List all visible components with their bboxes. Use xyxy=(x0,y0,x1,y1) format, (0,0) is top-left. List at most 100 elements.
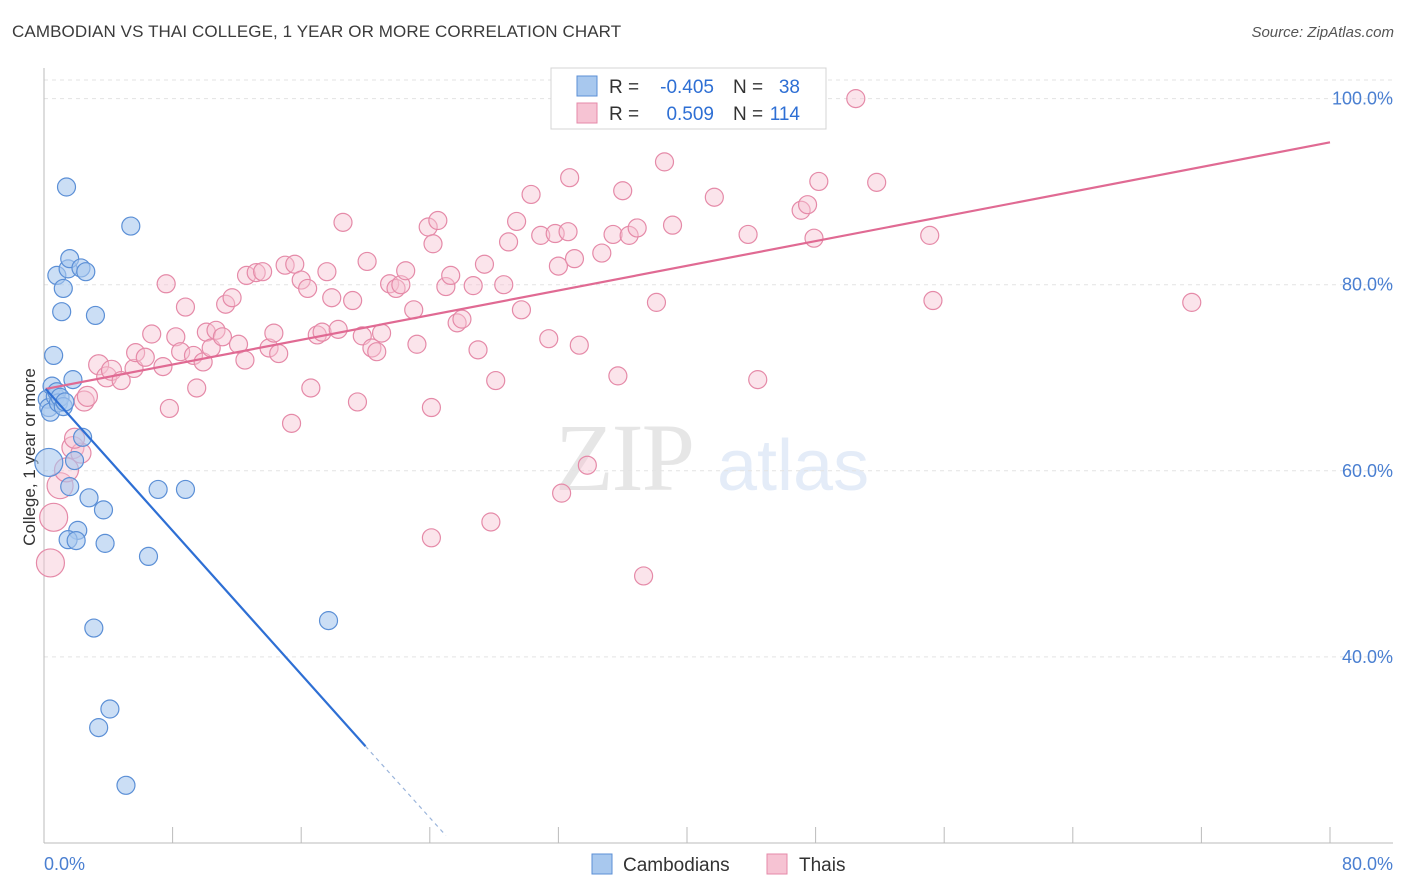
thais-point xyxy=(246,263,266,283)
thais-point xyxy=(35,548,66,578)
cambodians-point xyxy=(56,177,77,197)
thais-point xyxy=(474,254,495,274)
watermark-zip: ZIP xyxy=(555,404,693,511)
legend-r-label-2: R = xyxy=(609,104,639,125)
thais-point xyxy=(156,274,176,294)
y-tick-labels: 40.0% 60.0% 80.0% 100.0% xyxy=(1332,89,1393,667)
thais-point xyxy=(396,261,416,281)
thais-point xyxy=(175,297,196,317)
x-tick-label-max: 80.0% xyxy=(1342,854,1393,874)
thais-point xyxy=(367,342,387,362)
thais-point xyxy=(39,502,69,532)
thais-point xyxy=(521,184,541,205)
cambodians-point xyxy=(93,500,114,520)
cambodians-point xyxy=(52,302,72,322)
thais-point xyxy=(867,172,887,192)
cambodians-point xyxy=(318,611,339,631)
thais-point xyxy=(654,152,675,172)
legend-r-value-2: 0.509 xyxy=(666,104,714,125)
thais-point xyxy=(539,329,559,349)
thais-point xyxy=(846,89,866,109)
cambodians-point xyxy=(72,427,93,447)
thais-point xyxy=(797,195,818,215)
thais-point xyxy=(548,256,569,276)
thais-point xyxy=(264,323,284,343)
thais-point xyxy=(804,228,824,248)
thais-point xyxy=(171,342,191,362)
thais-point xyxy=(407,334,427,354)
y-tick-label-80: 80.0% xyxy=(1342,275,1393,295)
cambodians-point xyxy=(148,479,168,500)
thais-point xyxy=(333,212,353,232)
thais-point xyxy=(269,343,289,364)
chart-title: CAMBODIAN VS THAI COLLEGE, 1 YEAR OR MOR… xyxy=(12,22,622,41)
y-tick-label-100: 100.0% xyxy=(1332,89,1393,109)
thais-point xyxy=(494,275,514,295)
thais-point xyxy=(498,232,519,252)
thais-point xyxy=(421,397,442,418)
thais-point xyxy=(468,340,488,360)
trend-lines xyxy=(44,141,1331,836)
thais-point xyxy=(486,370,506,391)
thais-point xyxy=(577,455,597,475)
thais-point xyxy=(531,225,551,245)
thais-point xyxy=(343,290,363,311)
thais-point xyxy=(560,168,580,188)
thais-point xyxy=(235,350,255,370)
thais-point xyxy=(662,215,683,235)
cambodians-point xyxy=(60,477,80,497)
thais-point xyxy=(613,181,633,201)
thais-point xyxy=(809,171,829,192)
thais-point xyxy=(159,398,179,419)
cambodians-point xyxy=(53,278,73,299)
x-tick-label-min: 0.0% xyxy=(44,854,85,874)
thais-point xyxy=(135,347,155,367)
legend-n-value-1: 38 xyxy=(779,77,800,98)
x-ticks xyxy=(43,827,1331,843)
cambodians-point xyxy=(79,488,99,508)
thais-point xyxy=(421,528,442,548)
thais-point xyxy=(88,354,110,376)
thais-point xyxy=(281,413,302,433)
watermark: ZIP atlas xyxy=(555,404,869,511)
thais-point xyxy=(423,234,443,254)
thais-point xyxy=(552,483,572,503)
thais-point xyxy=(463,276,483,296)
thais-point xyxy=(428,210,448,231)
thais-point xyxy=(627,218,647,238)
cambodians-point xyxy=(138,546,159,567)
legend-r-label-1: R = xyxy=(609,77,639,98)
legend-r-value-1: -0.405 xyxy=(660,77,714,98)
thais-point xyxy=(569,335,589,355)
bottom-legend-label-cambodians: Cambodians xyxy=(623,855,730,876)
thais-point xyxy=(76,385,99,407)
cambodians-point xyxy=(76,262,96,282)
cambodians-point xyxy=(116,775,136,795)
legend-swatch-thais xyxy=(576,102,598,124)
cambodians-point xyxy=(44,345,64,366)
thais-point xyxy=(646,292,667,312)
cambodians-point xyxy=(175,479,196,500)
thais-point xyxy=(222,288,242,308)
source-credit: Source: ZipAtlas.com xyxy=(1251,24,1394,41)
thais-point xyxy=(481,512,501,532)
correlation-legend: R = -0.405 N = 38 R = 0.509 N = 114 xyxy=(550,67,827,130)
thais-point xyxy=(212,327,233,347)
cambodians-point xyxy=(34,447,64,478)
thais-point xyxy=(187,378,207,398)
thais-point xyxy=(748,370,768,390)
thais-point xyxy=(608,366,628,386)
legend-n-label-2: N = xyxy=(733,104,763,125)
thais-point xyxy=(920,225,940,245)
cambodians-point xyxy=(66,530,86,551)
cambodians-point xyxy=(64,450,85,471)
legend-swatch-cambodians xyxy=(576,75,598,97)
y-tick-label-40: 40.0% xyxy=(1342,647,1393,667)
thais-trend-line xyxy=(45,141,1331,391)
thais-point xyxy=(126,343,146,363)
thais-point xyxy=(142,324,162,344)
thais-series xyxy=(35,89,1202,586)
bottom-legend-swatch-cambodians xyxy=(591,853,613,875)
thais-point xyxy=(452,309,472,329)
bottom-legend-label-thais: Thais xyxy=(799,855,845,876)
